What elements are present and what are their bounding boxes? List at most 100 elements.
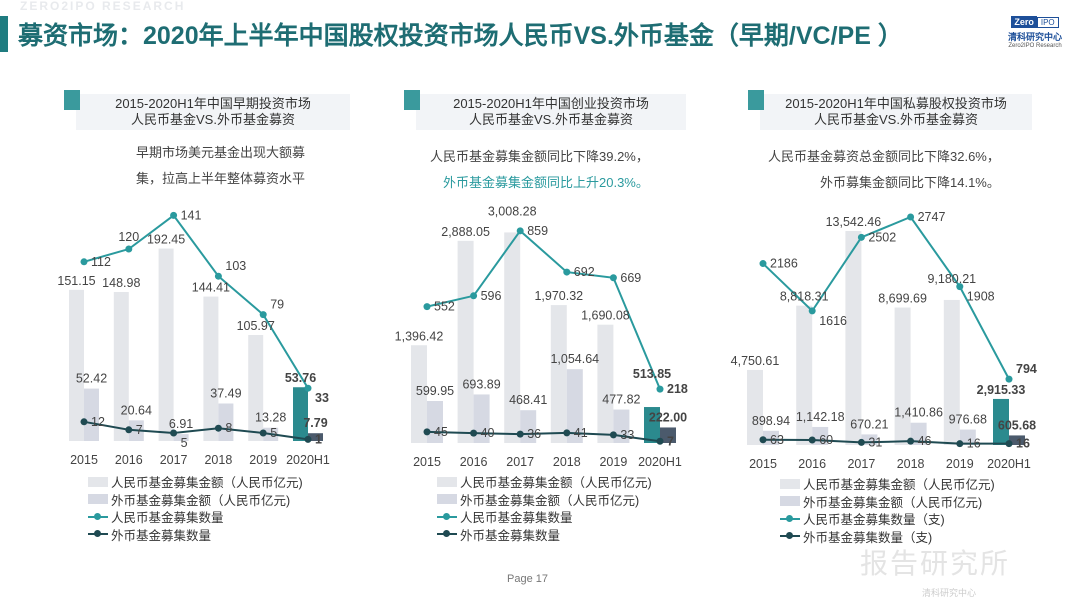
bar-label-fx: 20.64 — [121, 403, 152, 417]
x-tick-label: 2015 — [749, 457, 777, 471]
legend-fx-count: 外币基金募集数量 — [88, 526, 303, 544]
bar-rmb-amount — [457, 240, 474, 443]
bar-rmb-amount — [69, 289, 84, 441]
legend-swatch — [437, 476, 457, 487]
bar-rmb-amount — [203, 296, 219, 441]
legend-rmb-amount: 人民币基金募集金额（人民币亿元) — [437, 473, 652, 491]
point-label-fx-count: 7 — [667, 434, 674, 448]
bar-label-fx: 52.42 — [76, 372, 107, 386]
point-fx-count — [80, 418, 88, 426]
point-rmb-count — [470, 292, 478, 300]
point-rmb-count — [1005, 375, 1013, 383]
bar-label-rmb: 2,915.33 — [977, 383, 1026, 397]
logo-box-zero: Zero — [1011, 16, 1037, 28]
logo-box-ipo: IPO — [1036, 17, 1059, 28]
bar-label-rmb: 9,180.21 — [927, 272, 976, 286]
point-label-rmb-count: 552 — [434, 300, 455, 314]
point-label-rmb-count: 859 — [527, 224, 548, 238]
point-fx-count — [170, 429, 178, 437]
bar-rmb-amount — [248, 335, 264, 441]
legend-rmb-amount: 人民币基金募集金额（人民币亿元) — [88, 473, 303, 491]
point-label-rmb-count: 141 — [181, 208, 202, 222]
x-tick-label: 2015 — [413, 455, 441, 469]
bar-label-rmb: 192.45 — [147, 233, 185, 247]
bar-label-rmb: 8,699.69 — [878, 292, 927, 306]
point-rmb-count — [563, 268, 571, 276]
point-label-rmb-count: 2502 — [868, 230, 896, 244]
page-number: Page 17 — [507, 573, 548, 585]
point-rmb-count — [759, 260, 767, 268]
x-tick-label: 2019 — [249, 453, 277, 467]
bar-rmb-amount — [550, 305, 567, 443]
point-rmb-count — [516, 227, 524, 235]
line-rmb-count — [762, 215, 1010, 380]
bar-rmb-amount — [894, 307, 911, 445]
point-rmb-count — [80, 258, 88, 266]
point-rmb-count — [125, 245, 133, 253]
x-tick-label: 2018 — [204, 453, 232, 467]
legend-rmb-count: 人民币基金募集数量（支) — [780, 510, 995, 528]
chart-3-note: 人民币基金募资总金额同比下降32.6%， 外币募集金额同比下降14.1%。 — [768, 144, 1000, 196]
legend-rmb-count: 人民币基金募集数量 — [437, 508, 652, 526]
point-label-fx-count: 60 — [819, 433, 833, 447]
bar-label-rmb: 1,690.08 — [581, 309, 630, 323]
point-label-fx-count: 40 — [481, 426, 495, 440]
bar-label-fx: 1,054.64 — [550, 352, 599, 366]
point-label-rmb-count: 79 — [270, 298, 284, 312]
point-rmb-count — [304, 384, 312, 392]
bar-label-rmb: 2,888.05 — [441, 225, 490, 239]
x-tick-label: 2016 — [798, 457, 826, 471]
chart-title-line2: 人民币基金VS.外币基金募资 — [131, 112, 295, 127]
legend-swatch — [437, 494, 457, 505]
chart-2-note: 人民币基金募集金额同比下降39.2%， 外币基金募集金额同比上升20.3%。 — [430, 144, 649, 196]
bar-fx-amount — [473, 394, 490, 443]
legend-label: 人民币基金募集金额（人民币亿元) — [803, 478, 995, 493]
bar-label-rmb: 3,008.28 — [488, 204, 537, 218]
legend-rmb-amount: 人民币基金募集金额（人民币亿元) — [780, 475, 995, 493]
point-label-fx-count: 8 — [225, 421, 232, 435]
point-label-fx-count: 7 — [136, 423, 143, 437]
bar-label-rmb: 13,542.46 — [826, 215, 882, 229]
legend-label: 外币基金募集金额（人民币亿元) — [803, 495, 983, 510]
bar-label-fx: 1,410.86 — [894, 406, 943, 420]
bar-fx-amount — [959, 429, 976, 445]
legend-line-marker — [780, 531, 800, 541]
point-label-rmb-count: 1616 — [819, 314, 847, 328]
x-tick-label: 2017 — [506, 455, 534, 469]
point-fx-count — [214, 424, 222, 432]
bar-fx-amount — [218, 403, 234, 441]
point-label-fx-count: 36 — [527, 427, 541, 441]
legend-label: 人民币基金募集金额（人民币亿元) — [460, 476, 652, 491]
point-label-fx-count: 16 — [1016, 437, 1030, 451]
legend-rmb-count: 人民币基金募集数量 — [88, 508, 303, 526]
x-tick-label: 2018 — [897, 457, 925, 471]
title-accent — [748, 90, 764, 110]
zero2ipo-logo: Zero IPO 清科研究中心 Zero2IPO Research — [1000, 12, 1070, 49]
footer-watermark: 报告研究所 — [860, 548, 1011, 579]
legend-swatch — [88, 476, 108, 487]
bar-label-fx: 976.68 — [949, 413, 987, 427]
legend-swatch — [780, 496, 800, 507]
bar-label-rmb: 513.85 — [633, 367, 671, 381]
x-tick-label: 2020H1 — [286, 453, 330, 467]
point-fx-count — [470, 429, 478, 437]
bar-label-rmb: 105.97 — [237, 319, 275, 333]
bar-label-fx: 605.68 — [998, 418, 1036, 432]
point-label-rmb-count: 33 — [315, 391, 329, 405]
chart-2-legend: 人民币基金募集金额（人民币亿元) 外币基金募集金额（人民币亿元) 人民币基金募集… — [437, 473, 652, 543]
point-label-fx-count: 12 — [91, 415, 105, 429]
point-label-fx-count: 5 — [270, 426, 277, 440]
note-line1: 人民币基金募集金额同比下降39.2%， — [430, 149, 649, 164]
bar-label-fx: 37.49 — [210, 387, 241, 401]
legend-label: 外币基金募集数量 — [460, 528, 561, 543]
point-label-rmb-count: 1908 — [967, 290, 995, 304]
line-rmb-count — [426, 229, 661, 390]
bar-fx-amount — [308, 433, 323, 441]
bar-label-fx: 599.95 — [416, 384, 454, 398]
chart-title-line1: 2015-2020H1年中国私募股权投资市场 — [785, 96, 1007, 111]
point-label-fx-count: 45 — [434, 425, 448, 439]
bar-label-rmb: 53.76 — [285, 371, 316, 385]
legend-fx-amount: 外币基金募集金额（人民币亿元) — [88, 491, 303, 509]
point-fx-count — [956, 440, 964, 448]
point-label-rmb-count: 794 — [1016, 362, 1037, 376]
